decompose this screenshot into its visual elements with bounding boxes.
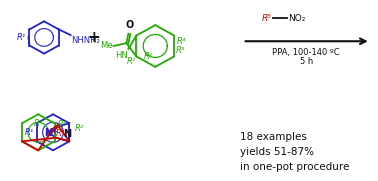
Text: O: O — [125, 20, 133, 30]
Text: R⁴: R⁴ — [177, 37, 186, 47]
Text: R²: R² — [74, 124, 84, 133]
Text: NHNH₂: NHNH₂ — [71, 36, 100, 45]
Text: R²: R² — [127, 57, 136, 66]
Text: R³: R³ — [34, 119, 43, 128]
Text: R³: R³ — [176, 46, 185, 54]
Text: +: + — [87, 30, 100, 45]
Text: R⁵: R⁵ — [262, 14, 271, 23]
Text: R⁴: R⁴ — [57, 120, 67, 129]
Text: NO₂: NO₂ — [288, 14, 306, 23]
Text: R²: R² — [144, 52, 153, 61]
Text: Me: Me — [100, 41, 113, 50]
Text: R¹: R¹ — [25, 128, 34, 137]
Text: R¹: R¹ — [17, 33, 26, 42]
Text: R⁵: R⁵ — [55, 129, 65, 138]
Text: 5 h: 5 h — [299, 57, 313, 66]
Text: N: N — [45, 128, 53, 138]
Text: HN: HN — [115, 51, 127, 60]
Text: +: + — [50, 127, 58, 137]
Text: N: N — [63, 129, 71, 139]
Text: 18 examples
yields 51-87%
in one-pot procedure: 18 examples yields 51-87% in one-pot pro… — [240, 132, 349, 172]
Text: PPA, 100-140 ºC: PPA, 100-140 ºC — [272, 48, 340, 57]
